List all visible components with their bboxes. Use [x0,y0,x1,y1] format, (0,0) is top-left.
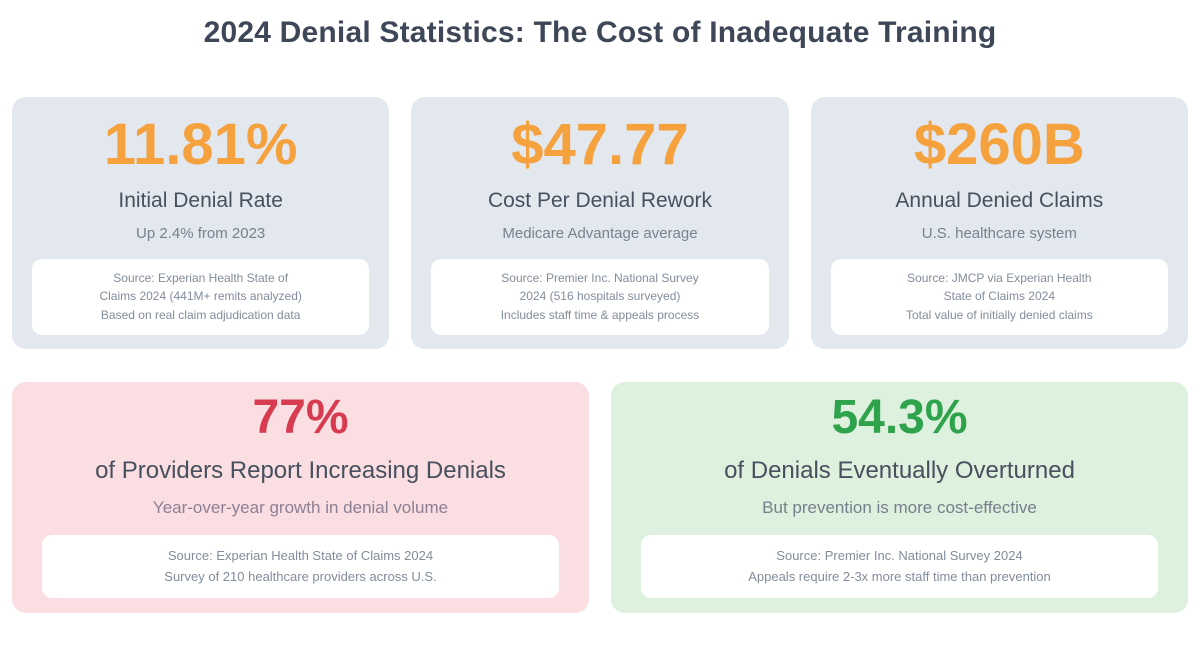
source-line: Claims 2024 (441M+ remits analyzed) [99,289,302,304]
stat-cards-row: 11.81% Initial Denial Rate Up 2.4% from … [0,97,1200,349]
source-line: Source: Experian Health State of [113,270,289,285]
source-line: 2024 (516 hospitals surveyed) [519,289,681,304]
stat-label: Cost Per Denial Rework [487,188,713,212]
source-note: Source: Premier Inc. National Survey 202… [641,534,1158,599]
stat-value: $260B [913,112,1085,177]
stat-card-cost-per-denial-rework: $47.77 Cost Per Denial Rework Medicare A… [411,97,789,349]
highlight-cards-row: 77% of Providers Report Increasing Denia… [0,382,1200,613]
source-line: Source: Premier Inc. National Survey 202… [776,547,1023,563]
stat-card-annual-denied-claims: $260B Annual Denied Claims U.S. healthca… [810,97,1188,349]
source-note: Source: Experian Health State of Claims … [32,258,370,335]
source-line: Appeals require 2-3x more staff time tha… [748,568,1051,584]
highlight-value: 54.3% [831,391,968,444]
source-note: Source: Premier Inc. National Survey 202… [431,258,769,335]
highlight-label: of Denials Eventually Overturned [724,456,1075,484]
source-line: Total value of initially denied claims [905,307,1093,322]
highlight-value: 77% [252,391,349,444]
source-line: Includes staff time & appeals process [500,307,700,322]
source-line: Based on real claim adjudication data [100,307,301,322]
stat-subtitle: Medicare Advantage average [502,224,698,242]
stat-subtitle: Up 2.4% from 2023 [136,224,266,242]
stat-label: Initial Denial Rate [118,188,283,212]
highlight-label: of Providers Report Increasing Denials [95,456,506,484]
source-line: Source: Experian Health State of Claims … [167,547,434,563]
highlight-subtitle: But prevention is more cost-effective [762,497,1037,517]
stat-value: 11.81% [103,112,298,177]
stat-value: $47.77 [511,112,689,177]
stat-card-initial-denial-rate: 11.81% Initial Denial Rate Up 2.4% from … [12,97,390,349]
source-line: Source: Premier Inc. National Survey [501,270,699,285]
stat-label: Annual Denied Claims [895,188,1104,212]
source-note: Source: Experian Health State of Claims … [42,534,559,599]
highlight-subtitle: Year-over-year growth in denial volume [152,497,449,517]
page-title: 2024 Denial Statistics: The Cost of Inad… [203,16,997,49]
highlight-card-increasing-denials: 77% of Providers Report Increasing Denia… [12,382,589,613]
source-line: State of Claims 2024 [943,289,1056,304]
source-note: Source: JMCP via Experian Health State o… [830,258,1168,335]
source-line: Source: JMCP via Experian Health [907,270,1092,285]
stat-subtitle: U.S. healthcare system [921,224,1077,242]
source-line: Survey of 210 healthcare providers acros… [164,568,437,584]
highlight-card-denials-overturned: 54.3% of Denials Eventually Overturned B… [611,382,1188,613]
